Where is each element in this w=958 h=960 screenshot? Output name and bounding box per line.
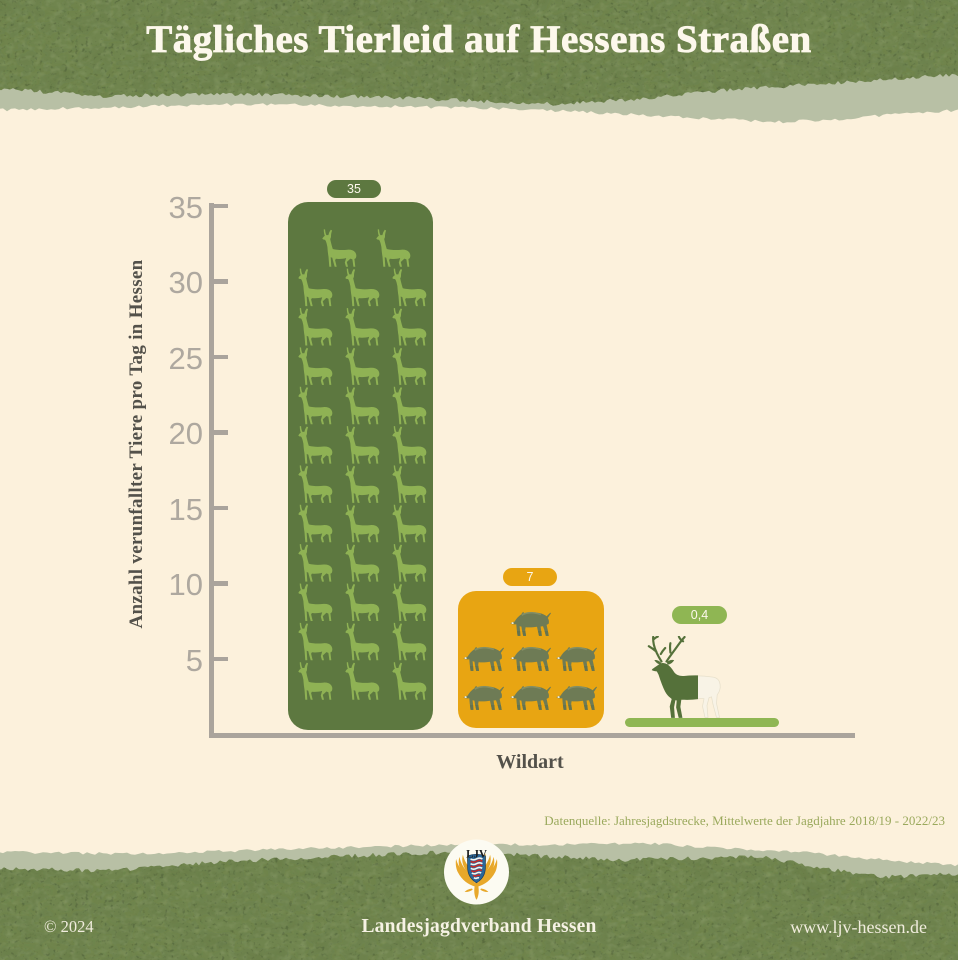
svg-text:LJV: LJV bbox=[466, 848, 487, 860]
